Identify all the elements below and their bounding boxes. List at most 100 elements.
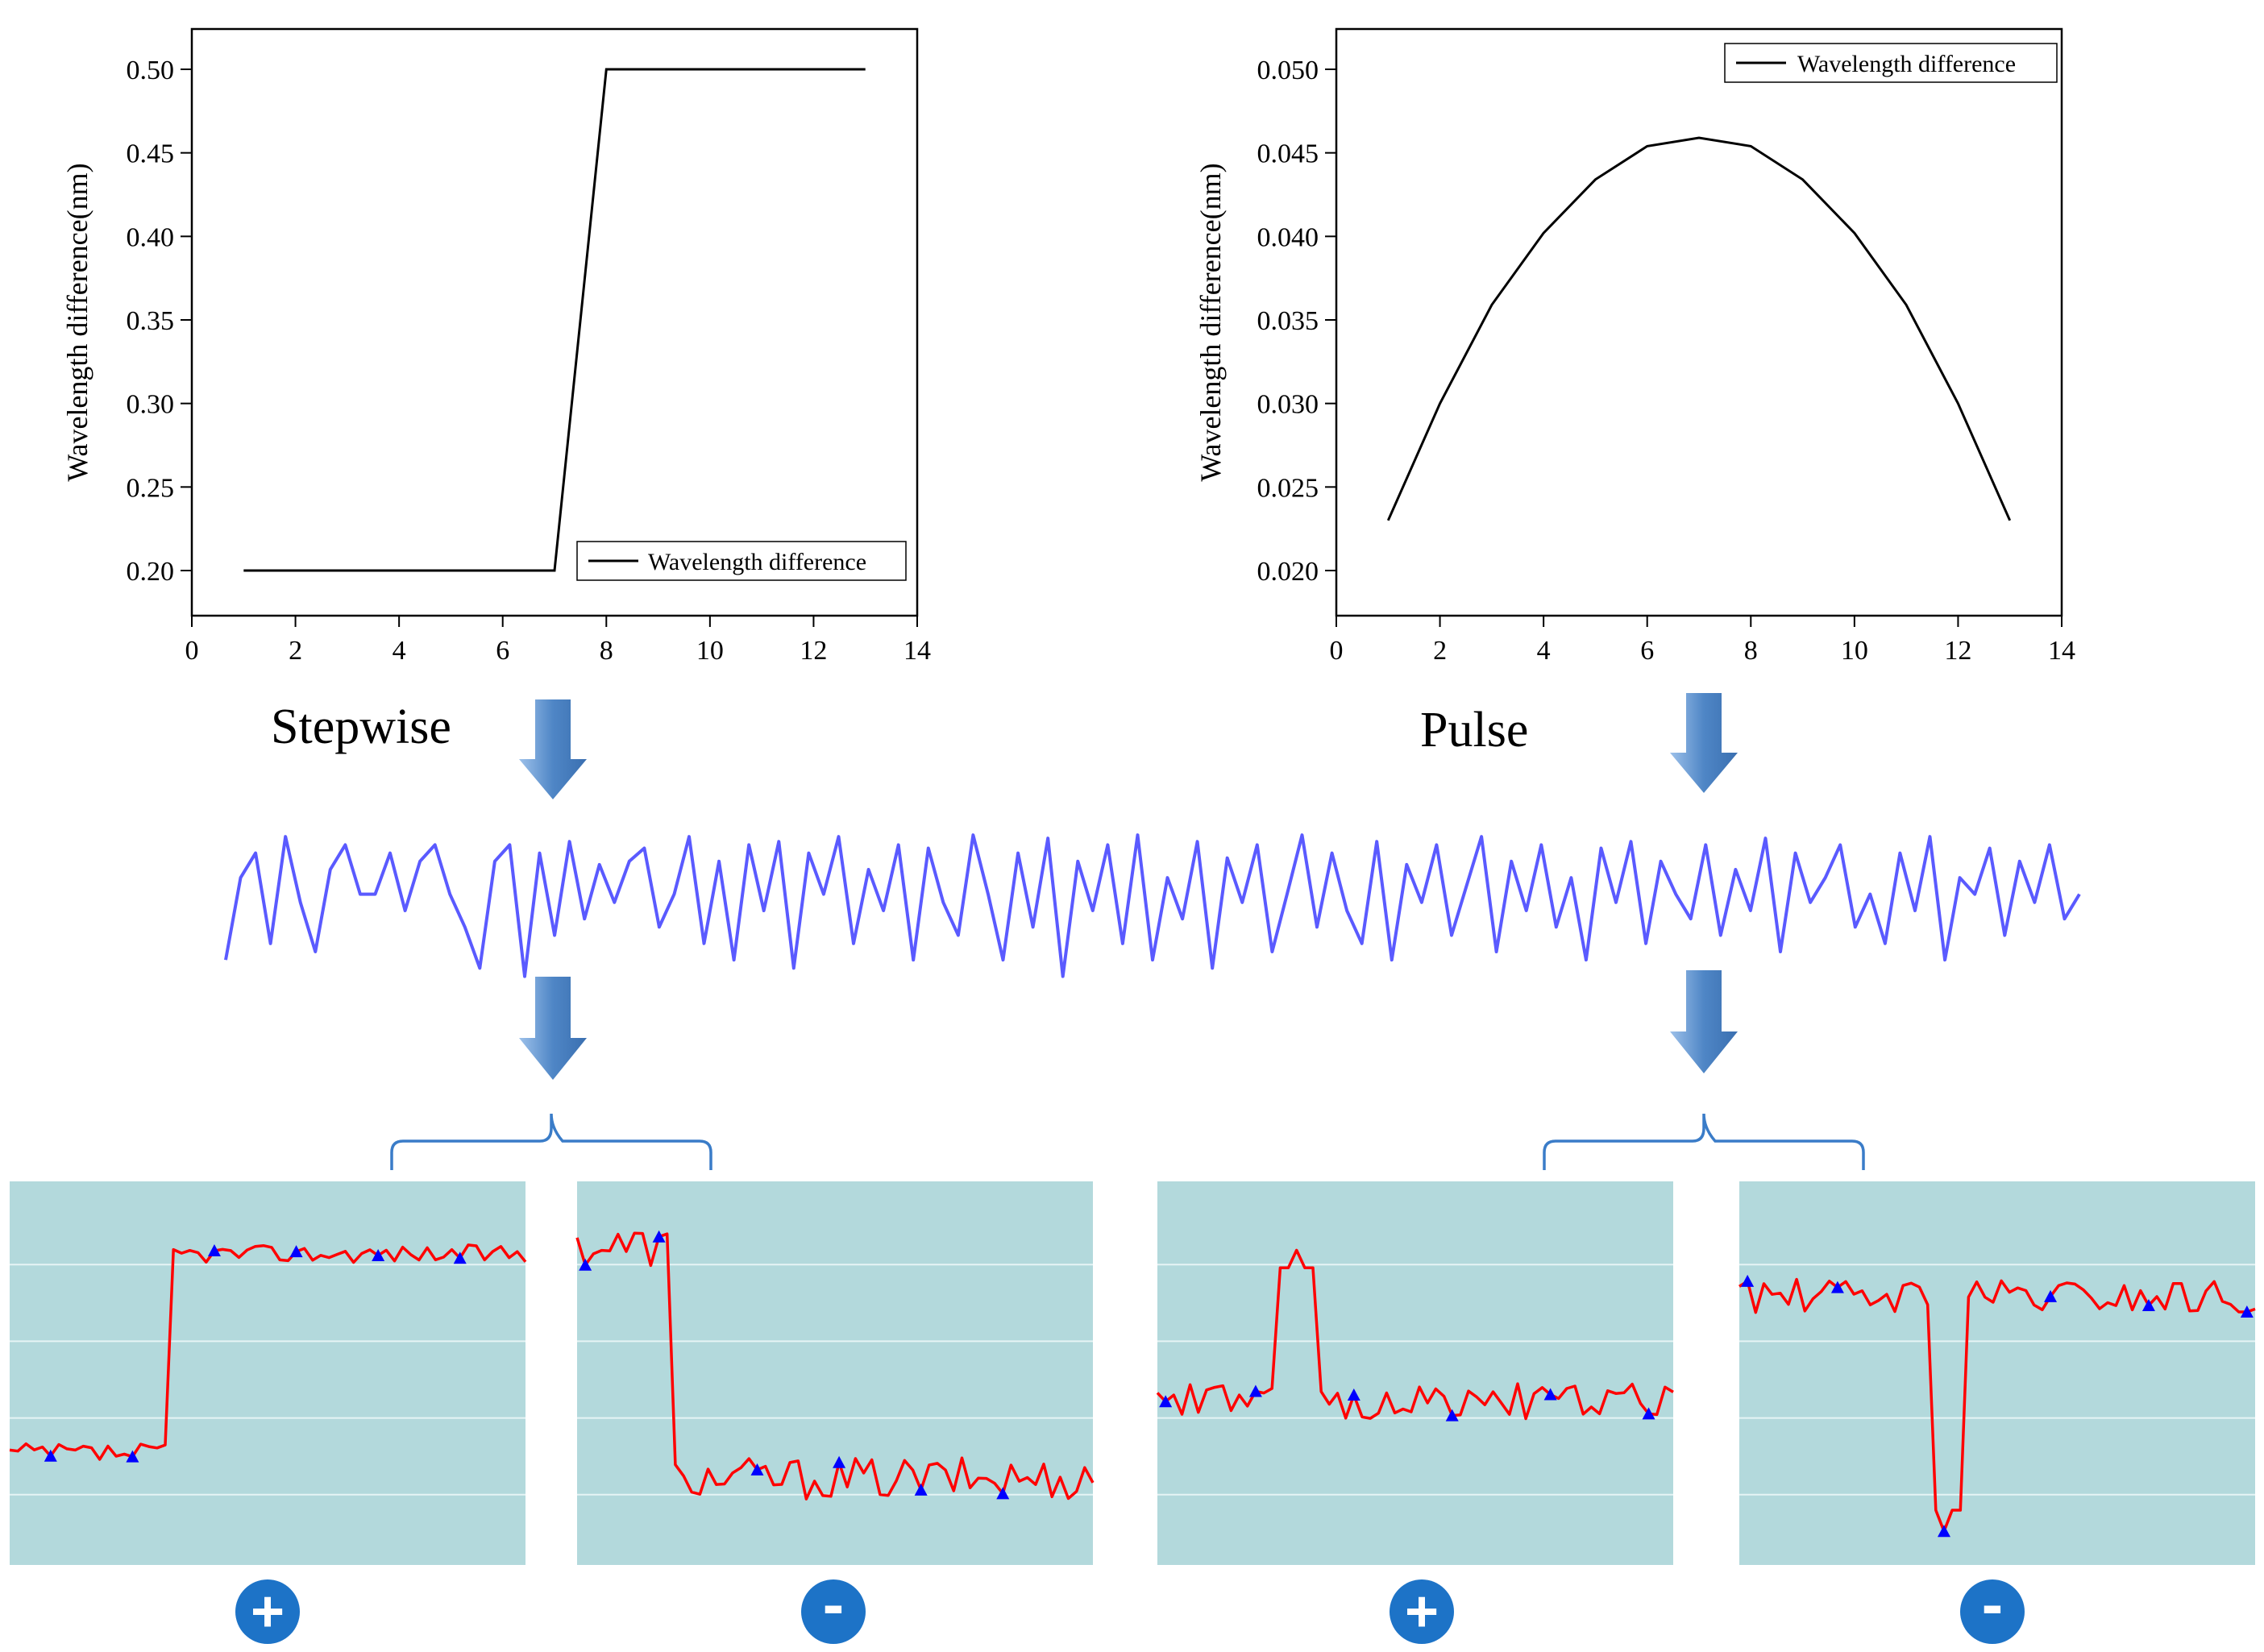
curly-brace-icon (1543, 1113, 1865, 1170)
badge-circle (1390, 1579, 1454, 1644)
y-tick-label: 0.025 (1257, 473, 1319, 503)
pulse-wavelength-chart: 0 2 4 6 8 10 12 14 0.020 0.025 0.030 0.035 0.040 0.04… (1194, 27, 2075, 666)
legend-box (1724, 43, 2058, 83)
feature-marker (2240, 1305, 2254, 1318)
feature-marker (2141, 1299, 2155, 1312)
minus-badge-icon: - (1960, 1568, 2025, 1644)
x-tick-label: 2 (289, 636, 302, 666)
y-tick-label: 0.045 (1257, 139, 1319, 169)
x-tick-label: 6 (1640, 636, 1654, 666)
legend-label: Wavelength difference (1797, 51, 2016, 77)
y-tick-label: 0.50 (127, 56, 175, 85)
y-axis-title: Wavelength difference(nm) (1194, 163, 1227, 481)
feature-marker (1830, 1281, 1844, 1293)
y-tick-label: 0.040 (1257, 222, 1319, 252)
y-axis-title: Wavelength difference(nm) (61, 163, 93, 481)
signal-line (9, 1243, 527, 1461)
x-tick-label: 4 (1537, 636, 1551, 666)
feature-marker (1159, 1395, 1173, 1408)
signal-panel (575, 1181, 1095, 1565)
down-arrow-icon (1670, 693, 1738, 793)
feature-marker (1543, 1388, 1557, 1401)
stepwise-label: Stepwise (271, 699, 451, 754)
x-tick-label: 14 (2048, 636, 2075, 666)
stepwise-wavelength-chart: 0 2 4 6 8 10 12 140.200.250.300.350.400.450.50 … (61, 27, 931, 666)
signal-panel (1156, 1181, 1674, 1565)
noise-signal-line (224, 833, 2081, 978)
pulse-label: Pulse (1420, 703, 1528, 758)
plus-badge-icon: + (235, 1579, 300, 1644)
x-tick-label: 8 (600, 636, 613, 666)
panel-background (577, 1181, 1093, 1565)
badge-circle (235, 1579, 300, 1644)
y-tick-label: 0.050 (1257, 56, 1319, 85)
feature-marker (207, 1244, 221, 1257)
feature-marker (996, 1487, 1010, 1500)
legend-label: Wavelength difference (648, 549, 866, 575)
y-tick-label: 0.30 (127, 390, 175, 420)
feature-marker (914, 1483, 928, 1496)
y-tick-label: 0.030 (1257, 390, 1319, 420)
feature-marker (126, 1450, 139, 1463)
x-tick-label: 14 (904, 636, 931, 666)
badge-circle (1960, 1579, 2025, 1644)
badge-sign: + (251, 1579, 285, 1644)
feature-marker (1445, 1409, 1459, 1422)
x-tick-label: 12 (800, 636, 827, 666)
y-tick-label: 0.45 (127, 139, 175, 169)
x-tick-label: 8 (1744, 636, 1758, 666)
signal-line (1156, 1248, 1674, 1421)
plus-badge-icon: + (1390, 1579, 1454, 1644)
signal-panel (1739, 1181, 2256, 1565)
feature-marker (372, 1248, 385, 1261)
x-tick-label: 10 (1841, 636, 1868, 666)
down-arrow-icon (1670, 970, 1738, 1073)
chart-frame (1335, 27, 2063, 617)
y-tick-label: 0.20 (127, 557, 175, 587)
feature-marker (750, 1463, 764, 1476)
x-tick-label: 2 (1433, 636, 1447, 666)
panel-background (10, 1181, 525, 1565)
feature-marker (289, 1245, 303, 1258)
curly-brace-icon (390, 1113, 712, 1170)
down-arrow-icon (519, 699, 587, 799)
chart-frame (190, 27, 919, 617)
signal-line (575, 1231, 1095, 1500)
feature-marker (1741, 1274, 1755, 1287)
panel-background (1739, 1181, 2255, 1565)
panel-background (1157, 1181, 1673, 1565)
feature-marker (1642, 1407, 1655, 1420)
feature-marker (1248, 1384, 1262, 1397)
y-tick-label: 0.35 (127, 306, 175, 336)
badge-sign: + (1405, 1579, 1439, 1644)
y-tick-label: 0.035 (1257, 306, 1319, 336)
feature-marker (652, 1230, 666, 1243)
legend: Wavelength difference (576, 541, 907, 581)
down-arrow-icon (519, 977, 587, 1080)
series-line (243, 68, 866, 572)
x-tick-label: 0 (1330, 636, 1344, 666)
minus-badge-icon: - (801, 1568, 866, 1644)
x-tick-label: 12 (1944, 636, 1971, 666)
feature-marker (2044, 1289, 2058, 1302)
badge-sign: - (823, 1568, 845, 1640)
feature-marker (579, 1258, 592, 1271)
feature-marker (1347, 1388, 1360, 1401)
x-tick-label: 0 (185, 636, 199, 666)
feature-marker (833, 1455, 846, 1468)
y-tick-label: 0.020 (1257, 557, 1319, 587)
feature-marker (44, 1449, 57, 1462)
x-tick-label: 4 (393, 636, 406, 666)
x-tick-label: 10 (696, 636, 724, 666)
x-tick-label: 6 (496, 636, 509, 666)
y-tick-label: 0.40 (127, 222, 175, 252)
legend: Wavelength difference (1724, 43, 2058, 83)
feature-marker (1937, 1525, 1950, 1538)
badge-circle (801, 1579, 866, 1644)
signal-line (1739, 1277, 2256, 1533)
series-line (1386, 136, 2012, 521)
badge-sign: - (1982, 1568, 2004, 1640)
feature-marker (453, 1251, 467, 1264)
y-tick-label: 0.25 (127, 473, 175, 503)
